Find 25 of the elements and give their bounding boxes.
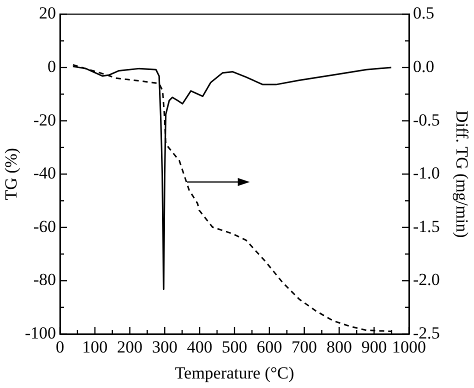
- y-tick-label: -80: [33, 270, 56, 290]
- x-tick-label: 500: [222, 338, 248, 357]
- y-tick-label: 20: [39, 4, 56, 23]
- y-tick-label: -20: [33, 110, 56, 130]
- y2-tick-label: 0.5: [413, 4, 434, 23]
- x-axis-title: Temperature (°C): [174, 363, 294, 382]
- x-tick-label: 700: [292, 338, 318, 357]
- x-tick-label: 900: [361, 338, 387, 357]
- y-tick-label: 0: [48, 56, 56, 76]
- y2-axis-title: Diff. TG (mg/min): [452, 110, 472, 238]
- y2-tick-label: -1.5: [413, 216, 440, 236]
- y2-tick-label: -2.0: [413, 270, 440, 290]
- y-tick-label: -60: [33, 216, 56, 236]
- x-tick-label: 100: [82, 338, 108, 357]
- x-tick-label: 300: [152, 338, 178, 357]
- y-axis-title: TG (%): [2, 148, 21, 200]
- y2-tick-label: -1.0: [413, 164, 440, 183]
- x-tick-label: 600: [256, 338, 282, 357]
- y-tick-label: -40: [33, 164, 56, 183]
- x-tick-label: 200: [117, 338, 143, 357]
- y2-tick-label: 0.0: [413, 56, 434, 76]
- y2-tick-label: -0.5: [413, 110, 440, 130]
- y-tick-label: -100: [24, 323, 56, 342]
- x-tick-label: 400: [186, 338, 212, 357]
- x-tick-label: 800: [326, 338, 352, 357]
